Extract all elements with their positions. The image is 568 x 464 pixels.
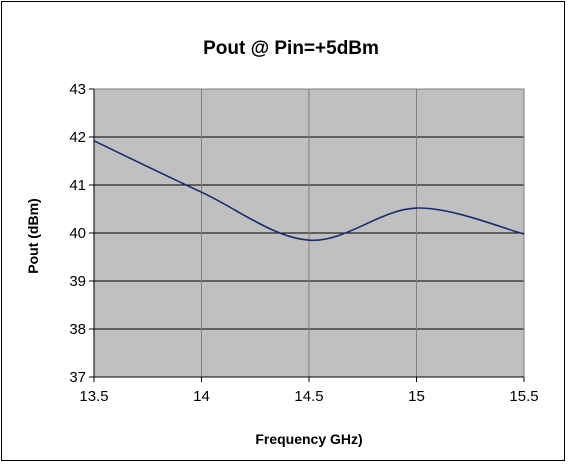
x-axis-label: Frequency GHz) [255, 431, 362, 447]
y-tick-label: 38 [69, 321, 86, 338]
y-tick-label: 41 [69, 177, 86, 194]
x-tick-label: 13.5 [79, 388, 108, 405]
x-tick-label: 15.5 [509, 388, 538, 405]
plot-area: 37 38 39 40 41 42 43 13.5 14 14.5 15 15.5 [69, 81, 538, 405]
y-tick-label: 40 [69, 225, 86, 242]
y-tick-label: 37 [69, 369, 86, 386]
y-axis-label: Pout (dBm) [25, 198, 41, 273]
chart-title: Pout @ Pin=+5dBm [203, 38, 379, 59]
y-tick-label: 43 [69, 81, 86, 98]
y-tick-label: 39 [69, 273, 86, 290]
series-line [93, 140, 525, 242]
x-tick-label: 14.5 [294, 388, 323, 405]
y-tick-label: 42 [69, 129, 86, 146]
x-tick-label: 14 [193, 388, 210, 405]
x-tick-label: 15 [408, 388, 425, 405]
